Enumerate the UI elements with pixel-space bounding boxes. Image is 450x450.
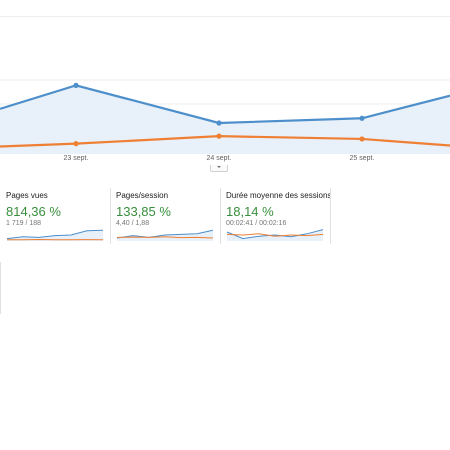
data-point[interactable] (73, 141, 79, 147)
chart-collapse-toggle[interactable] (210, 165, 228, 172)
panel-edge (0, 262, 1, 314)
data-point[interactable] (216, 120, 222, 126)
data-point[interactable] (73, 82, 79, 88)
sparkline-line (6, 229, 104, 240)
sparkline-line (116, 229, 214, 239)
sparkline-area (117, 230, 213, 241)
chevron-down-icon (217, 166, 221, 168)
metric-title: Durée moyenne des sessions (226, 191, 332, 200)
sparkline-line (116, 236, 214, 239)
overview-line-chart (0, 60, 450, 170)
x-axis-label-24-sept: 24 sept. (206, 155, 232, 162)
metric-title: Pages vues (6, 191, 48, 200)
metric-comparison: 4,40 / 1,88 (116, 220, 150, 227)
metric-comparison: 00:02:41 / 00:02:16 (226, 220, 287, 227)
sparkline-line (226, 229, 324, 240)
sparkline (226, 229, 324, 241)
metric-pages-session[interactable]: Pages/session 133,85 % 4,40 / 1,88 (116, 188, 216, 244)
metric-change: 18,14 % (226, 204, 274, 219)
metric-title: Pages/session (116, 191, 169, 200)
sparkline-line (226, 233, 324, 237)
metrics-row: Pages vues 814,36 % 1 719 / 188 Pages/se… (0, 188, 340, 246)
x-axis-label-23-sept: 23 sept. (63, 155, 89, 162)
data-point[interactable] (359, 136, 365, 142)
data-point[interactable] (216, 133, 222, 139)
sparkline (116, 229, 214, 241)
overview-chart-svg (0, 79, 450, 154)
metric-divider (110, 188, 111, 244)
metric-change: 133,85 % (116, 204, 171, 219)
metric-comparison: 1 719 / 188 (6, 220, 42, 227)
sparkline (6, 229, 104, 241)
metric-change: 814,36 % (6, 204, 61, 219)
metric-pages-vues[interactable]: Pages vues 814,36 % 1 719 / 188 (6, 188, 106, 244)
x-axis-label-25-sept: 25 sept. (349, 155, 375, 162)
metric-divider (330, 188, 331, 244)
sparkline-area (7, 230, 103, 241)
metric-duree-moyenne-sessions[interactable]: Durée moyenne des sessions 18,14 % 00:02… (226, 188, 331, 244)
header-divider (0, 16, 450, 17)
series-area (0, 85, 450, 154)
metric-divider (220, 188, 221, 244)
data-point[interactable] (359, 115, 365, 121)
